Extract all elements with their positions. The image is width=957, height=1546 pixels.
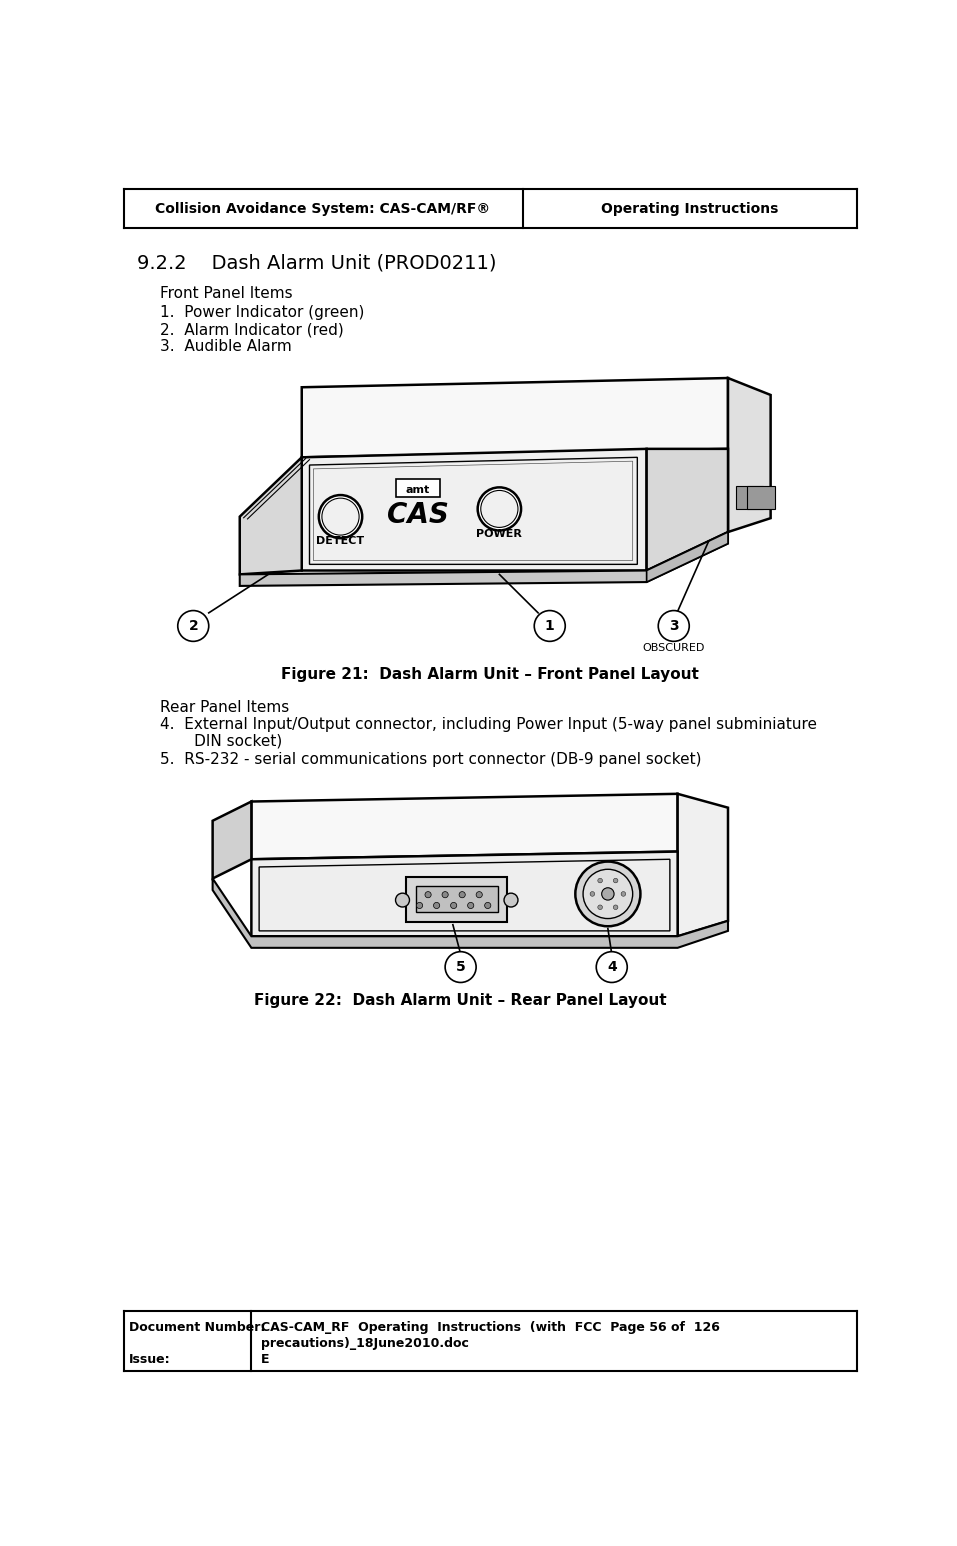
Polygon shape (678, 793, 728, 937)
Circle shape (178, 611, 209, 642)
Text: 1: 1 (545, 618, 555, 632)
Circle shape (590, 892, 594, 897)
Polygon shape (212, 878, 728, 948)
Text: amt: amt (406, 484, 430, 495)
Polygon shape (240, 532, 728, 586)
Polygon shape (415, 886, 498, 912)
Text: Collision Avoidance System: CAS-CAM/RF®: Collision Avoidance System: CAS-CAM/RF® (155, 201, 490, 215)
Text: 5: 5 (456, 960, 465, 974)
Text: OBSCURED: OBSCURED (642, 643, 705, 652)
Circle shape (478, 487, 521, 530)
Circle shape (602, 887, 614, 900)
Text: Rear Panel Items: Rear Panel Items (160, 700, 289, 716)
Circle shape (534, 611, 566, 642)
Circle shape (480, 490, 518, 527)
Circle shape (621, 892, 626, 897)
Circle shape (425, 892, 432, 898)
Circle shape (451, 903, 456, 909)
Circle shape (395, 894, 410, 908)
Circle shape (434, 903, 439, 909)
Circle shape (575, 861, 640, 926)
Circle shape (504, 894, 518, 908)
Polygon shape (407, 877, 507, 921)
Text: 1.  Power Indicator (green): 1. Power Indicator (green) (160, 305, 365, 320)
Polygon shape (301, 379, 728, 458)
Polygon shape (252, 793, 678, 860)
Text: DETECT: DETECT (317, 536, 365, 546)
Circle shape (596, 952, 627, 982)
Circle shape (598, 904, 603, 909)
Circle shape (468, 903, 474, 909)
Text: POWER: POWER (477, 529, 523, 538)
Polygon shape (252, 852, 678, 937)
Circle shape (484, 903, 491, 909)
FancyBboxPatch shape (396, 479, 439, 498)
Circle shape (459, 892, 465, 898)
Circle shape (322, 498, 359, 535)
Text: precautions)_18June2010.doc: precautions)_18June2010.doc (260, 1337, 469, 1350)
Polygon shape (301, 448, 647, 570)
Text: 3.  Audible Alarm: 3. Audible Alarm (160, 339, 292, 354)
Text: 4: 4 (607, 960, 616, 974)
Text: Operating Instructions: Operating Instructions (601, 201, 779, 215)
Circle shape (445, 952, 477, 982)
Polygon shape (240, 458, 301, 575)
Circle shape (598, 878, 603, 883)
Polygon shape (736, 485, 763, 509)
Text: CAS-CAM_RF  Operating  Instructions  (with  FCC  Page 56 of  126: CAS-CAM_RF Operating Instructions (with … (260, 1320, 720, 1334)
Polygon shape (728, 379, 770, 532)
Text: 9.2.2    Dash Alarm Unit (PROD0211): 9.2.2 Dash Alarm Unit (PROD0211) (137, 254, 496, 272)
Circle shape (477, 892, 482, 898)
Circle shape (658, 611, 689, 642)
Polygon shape (212, 801, 252, 878)
Circle shape (613, 904, 618, 909)
Text: Document Number:: Document Number: (129, 1320, 265, 1334)
Polygon shape (747, 485, 774, 509)
Text: Issue:: Issue: (129, 1353, 170, 1367)
Circle shape (613, 878, 618, 883)
Circle shape (442, 892, 448, 898)
Text: Front Panel Items: Front Panel Items (160, 286, 293, 301)
Circle shape (583, 869, 633, 918)
Text: 2.  Alarm Indicator (red): 2. Alarm Indicator (red) (160, 322, 344, 337)
Text: Figure 22:  Dash Alarm Unit – Rear Panel Layout: Figure 22: Dash Alarm Unit – Rear Panel … (255, 993, 667, 1008)
Text: Figure 21:  Dash Alarm Unit – Front Panel Layout: Figure 21: Dash Alarm Unit – Front Panel… (281, 666, 699, 682)
Text: E: E (260, 1353, 269, 1367)
Text: 4.  External Input/Output connector, including Power Input (5-way panel subminia: 4. External Input/Output connector, incl… (160, 717, 817, 731)
Polygon shape (647, 448, 728, 570)
Circle shape (416, 903, 423, 909)
Polygon shape (647, 532, 728, 583)
Text: 5.  RS-232 - serial communications port connector (DB-9 panel socket): 5. RS-232 - serial communications port c… (160, 751, 701, 767)
Circle shape (319, 495, 362, 538)
Text: 3: 3 (669, 618, 679, 632)
Text: DIN socket): DIN socket) (160, 734, 282, 748)
Text: CAS: CAS (387, 501, 449, 529)
Text: 2: 2 (189, 618, 198, 632)
